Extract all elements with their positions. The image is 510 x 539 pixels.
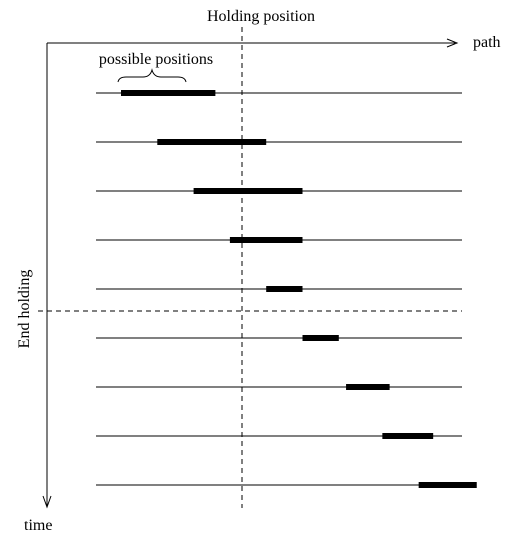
- position-bar: [229, 237, 303, 243]
- x-axis-label: path: [473, 34, 501, 51]
- position-bar: [157, 139, 267, 145]
- y-axis-arrow: [42, 495, 52, 509]
- position-bar: [121, 90, 216, 96]
- possible-positions-label: possible positions: [99, 51, 213, 68]
- possible-positions-brace: [117, 68, 187, 83]
- position-bar: [418, 482, 477, 488]
- diagram-title: Holding position: [207, 8, 315, 25]
- position-bar: [193, 188, 303, 194]
- end-holding-label: End holding: [16, 270, 33, 349]
- y-axis-label: time: [24, 517, 52, 534]
- position-bar: [302, 335, 339, 341]
- timestep-rows: [96, 90, 477, 488]
- x-axis-arrow: [446, 38, 459, 48]
- position-bar: [382, 433, 434, 439]
- position-bar: [346, 384, 390, 390]
- position-bar: [266, 286, 303, 292]
